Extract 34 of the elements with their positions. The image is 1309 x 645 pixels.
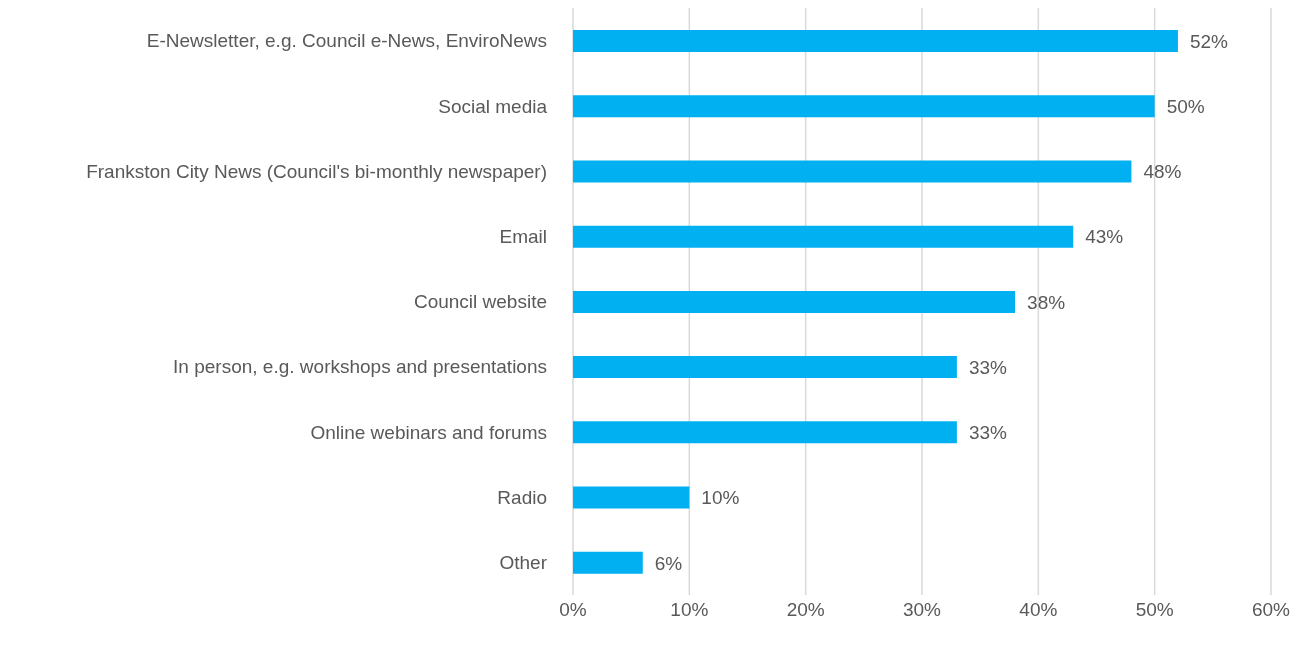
bar <box>573 421 957 444</box>
x-tick-label: 0% <box>559 599 587 621</box>
y-tick-label: Online webinars and forums <box>310 421 547 443</box>
bar <box>573 551 643 574</box>
x-tick-label: 60% <box>1251 599 1291 621</box>
bar <box>573 290 1016 313</box>
y-tick-label: Social media <box>438 95 548 117</box>
data-label: 38% <box>1027 291 1066 313</box>
bar <box>573 95 1155 118</box>
bar <box>573 30 1178 52</box>
data-label: 33% <box>968 356 1008 378</box>
y-tick-label: Radio <box>497 486 547 508</box>
x-tick-label: 40% <box>1019 599 1058 621</box>
y-tick-label: Council website <box>413 291 547 313</box>
data-label: 48% <box>1143 161 1182 183</box>
data-label: 6% <box>654 552 683 574</box>
y-tick-label: In person, e.g. workshops and presentations <box>173 356 547 378</box>
data-label: 50% <box>1166 95 1205 117</box>
y-tick-label: E-Newsletter, e.g. Council e-News, EnviroNews <box>146 30 547 52</box>
data-label: 43% <box>1085 226 1124 248</box>
y-tick-label: Email <box>499 226 547 248</box>
data-label: 33% <box>968 422 1008 444</box>
y-tick-label: Frankston City News (Council's bi-monthly newspaper) <box>86 160 547 182</box>
bar <box>573 160 1132 183</box>
x-tick-label: 30% <box>902 599 942 621</box>
x-tick-label: 50% <box>1135 599 1174 621</box>
bar <box>573 356 957 379</box>
bar <box>573 486 690 509</box>
data-label: 10% <box>701 487 740 509</box>
bar <box>573 225 1074 248</box>
x-tick-label: 10% <box>670 599 709 621</box>
y-tick-label: Other <box>499 552 548 574</box>
x-tick-label: 20% <box>786 599 825 621</box>
data-label: 52% <box>1189 30 1229 52</box>
